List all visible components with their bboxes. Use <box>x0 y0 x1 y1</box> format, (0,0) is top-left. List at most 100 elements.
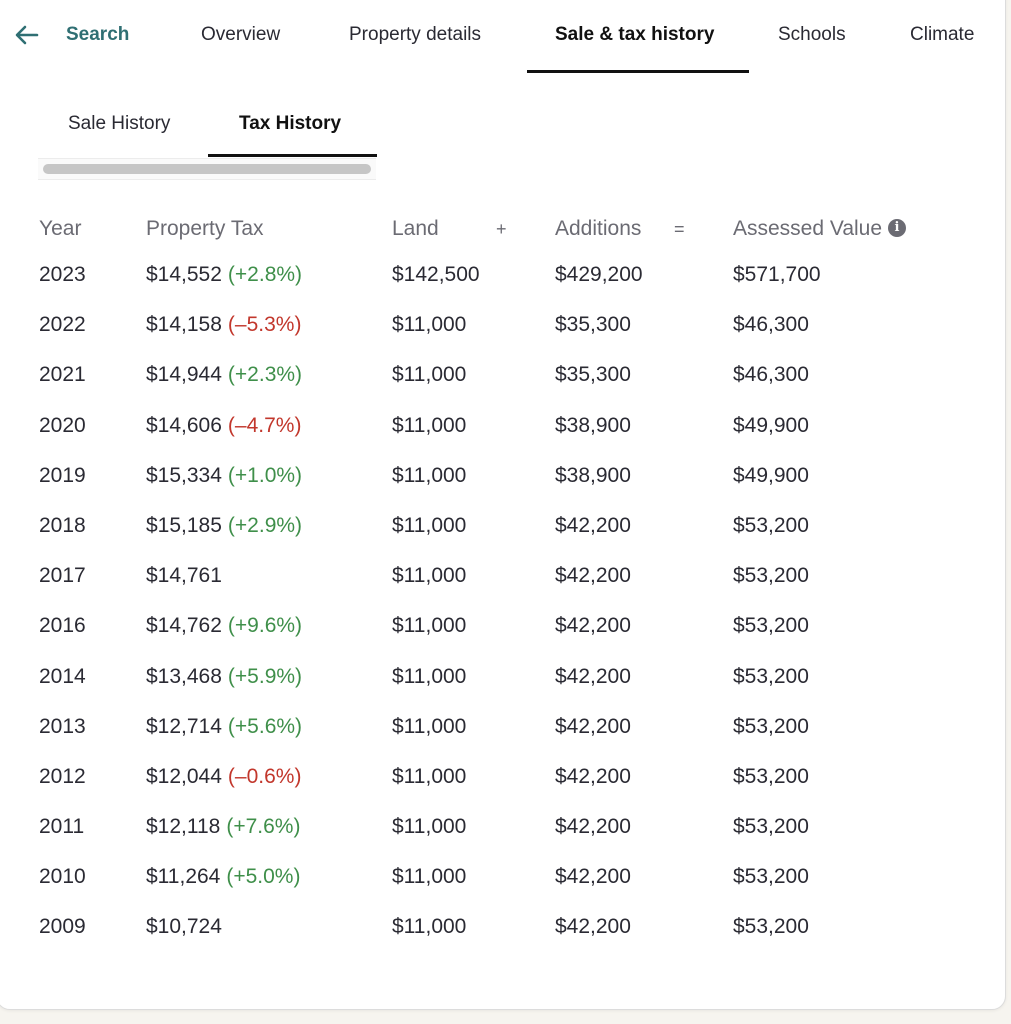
header-property-tax: Property Tax <box>146 217 264 240</box>
tax-change-percent: (–4.7%) <box>227 413 302 437</box>
year-cell: 2020 <box>39 413 86 437</box>
assessed-value-cell: $53,200 <box>733 815 809 839</box>
land-value-cell: $11,000 <box>392 865 467 889</box>
tab-sale-tax-history[interactable]: Sale & tax history <box>555 24 715 45</box>
table-row: 2019 $15,334 (+1.0%) $11,000 $38,900 $49,900 <box>0 453 1011 503</box>
header-plus-sign: + <box>496 219 507 239</box>
assessed-value-cell: $49,900 <box>733 413 809 437</box>
tab-property-details[interactable]: Property details <box>349 24 482 45</box>
property-tax-cell: $12,118 (+7.6%) <box>146 814 300 840</box>
property-tax-cell: $14,944 (+2.3%) <box>146 362 302 388</box>
tax-change-percent: (+5.9%) <box>227 664 303 688</box>
additions-value-cell: $38,900 <box>555 413 631 437</box>
land-value-cell: $11,000 <box>392 614 467 638</box>
year-cell: 2011 <box>39 815 85 839</box>
property-tax-cell: $15,334 (+1.0%) <box>146 463 302 489</box>
header-additions: Additions <box>555 217 642 240</box>
horizontal-scrollbar[interactable] <box>38 158 376 180</box>
property-tax-value: $14,606 <box>146 413 222 437</box>
additions-value-cell: $429,200 <box>555 263 643 286</box>
property-tax-cell: $14,552 (+2.8%) <box>146 262 302 288</box>
assessed-value-cell: $53,200 <box>733 714 809 738</box>
table-row: 2020 $14,606 (–4.7%) $11,000 $38,900 $49,900 <box>0 403 1011 453</box>
land-value-cell: $11,000 <box>392 513 467 537</box>
assessed-value-cell: $53,200 <box>733 865 809 889</box>
tax-change-percent: (+9.6%) <box>227 614 303 638</box>
header-land: Land <box>392 217 439 240</box>
property-tax-value: $14,158 <box>146 313 222 337</box>
land-value-cell: $11,000 <box>392 664 467 688</box>
property-tax-cell: $14,762 (+9.6%) <box>146 613 302 639</box>
property-tax-value: $14,761 <box>146 564 222 588</box>
year-cell: 2018 <box>39 513 86 537</box>
property-tax-cell: $14,761 <box>146 563 222 589</box>
land-value-cell: $142,500 <box>392 263 480 286</box>
table-row: 2021 $14,944 (+2.3%) $11,000 $35,300 $46,300 <box>0 352 1011 402</box>
property-tax-value: $12,118 <box>146 815 221 839</box>
property-tax-cell: $15,185 (+2.9%) <box>146 513 302 539</box>
year-cell: 2012 <box>39 764 86 788</box>
tax-change-percent: (+7.6%) <box>226 815 301 839</box>
additions-value-cell: $42,200 <box>555 664 631 688</box>
additions-value-cell: $42,200 <box>555 513 631 537</box>
top-navigation: Search Overview Property details Sale & … <box>0 0 1011 73</box>
tax-change-percent: (+1.0%) <box>227 463 303 487</box>
table-row: 2014 $13,468 (+5.9%) $11,000 $42,200 $53,200 <box>0 654 1011 704</box>
property-tax-value: $15,334 <box>146 463 222 487</box>
additions-value-cell: $42,200 <box>555 815 631 839</box>
property-tax-cell: $14,606 (–4.7%) <box>146 413 301 439</box>
header-assessed-value-label: Assessed Value <box>733 217 883 240</box>
tab-schools[interactable]: Schools <box>778 24 846 45</box>
property-tax-cell: $12,714 (+5.6%) <box>146 714 302 740</box>
property-tax-value: $12,044 <box>146 764 222 788</box>
additions-value-cell: $42,200 <box>555 564 631 588</box>
table-header: Year Property Tax Land + Additions = Ass… <box>0 206 1011 252</box>
assessed-value-cell: $49,900 <box>733 463 809 487</box>
header-equals-sign: = <box>674 219 685 239</box>
additions-value-cell: $42,200 <box>555 915 631 939</box>
year-cell: 2014 <box>39 664 86 688</box>
property-tax-cell: $14,158 (–5.3%) <box>146 312 301 338</box>
additions-value-cell: $35,300 <box>555 313 631 337</box>
land-value-cell: $11,000 <box>392 564 467 588</box>
land-value-cell: $11,000 <box>392 714 467 738</box>
land-value-cell: $11,000 <box>392 463 467 487</box>
additions-value-cell: $42,200 <box>555 764 631 788</box>
back-to-search-link[interactable]: Search <box>66 24 130 45</box>
tax-change-percent: (+2.8%) <box>227 263 303 286</box>
year-cell: 2022 <box>39 313 86 337</box>
assessed-value-cell: $46,300 <box>733 313 809 337</box>
property-tax-value: $14,944 <box>146 363 222 387</box>
land-value-cell: $11,000 <box>392 313 467 337</box>
year-cell: 2023 <box>39 263 86 286</box>
land-value-cell: $11,000 <box>392 764 467 788</box>
table-row: 2012 $12,044 (–0.6%) $11,000 $42,200 $53,200 <box>0 754 1011 804</box>
tab-climate[interactable]: Climate <box>910 24 975 45</box>
property-tax-value: $10,724 <box>146 915 222 939</box>
info-icon[interactable]: i <box>888 219 907 237</box>
property-tax-cell: $11,264 (+5.0%) <box>146 864 300 890</box>
table-row: 2023 $14,552 (+2.8%) $142,500 $429,200 $571,7… <box>0 252 1011 302</box>
additions-value-cell: $38,900 <box>555 463 631 487</box>
table-body: 2023 $14,552 (+2.8%) $142,500 $429,200 $571,7… <box>0 252 1011 955</box>
property-tax-cell: $10,724 <box>146 914 222 940</box>
tax-history-table: Year Property Tax Land + Additions = Ass… <box>0 206 1011 955</box>
tax-change-percent: (–0.6%) <box>227 764 302 788</box>
arrow-left-icon[interactable] <box>12 20 42 50</box>
scrollbar-thumb[interactable] <box>43 164 371 174</box>
active-subtab-indicator <box>208 154 377 157</box>
assessed-value-cell: $53,200 <box>733 614 809 638</box>
land-value-cell: $11,000 <box>392 815 467 839</box>
subtab-tax-history[interactable]: Tax History <box>239 113 342 134</box>
table-row: 2009 $10,724 $11,000 $42,200 $53,200 <box>0 904 1011 954</box>
additions-value-cell: $35,300 <box>555 363 631 387</box>
property-tax-value: $14,762 <box>146 614 222 638</box>
tax-change-percent: (+2.9%) <box>227 513 303 537</box>
tab-overview[interactable]: Overview <box>201 24 281 45</box>
assessed-value-cell: $53,200 <box>733 664 809 688</box>
year-cell: 2013 <box>39 714 86 738</box>
subtab-sale-history[interactable]: Sale History <box>68 113 171 134</box>
property-tax-value: $13,468 <box>146 664 222 688</box>
table-row: 2013 $12,714 (+5.6%) $11,000 $42,200 $53,200 <box>0 704 1011 754</box>
